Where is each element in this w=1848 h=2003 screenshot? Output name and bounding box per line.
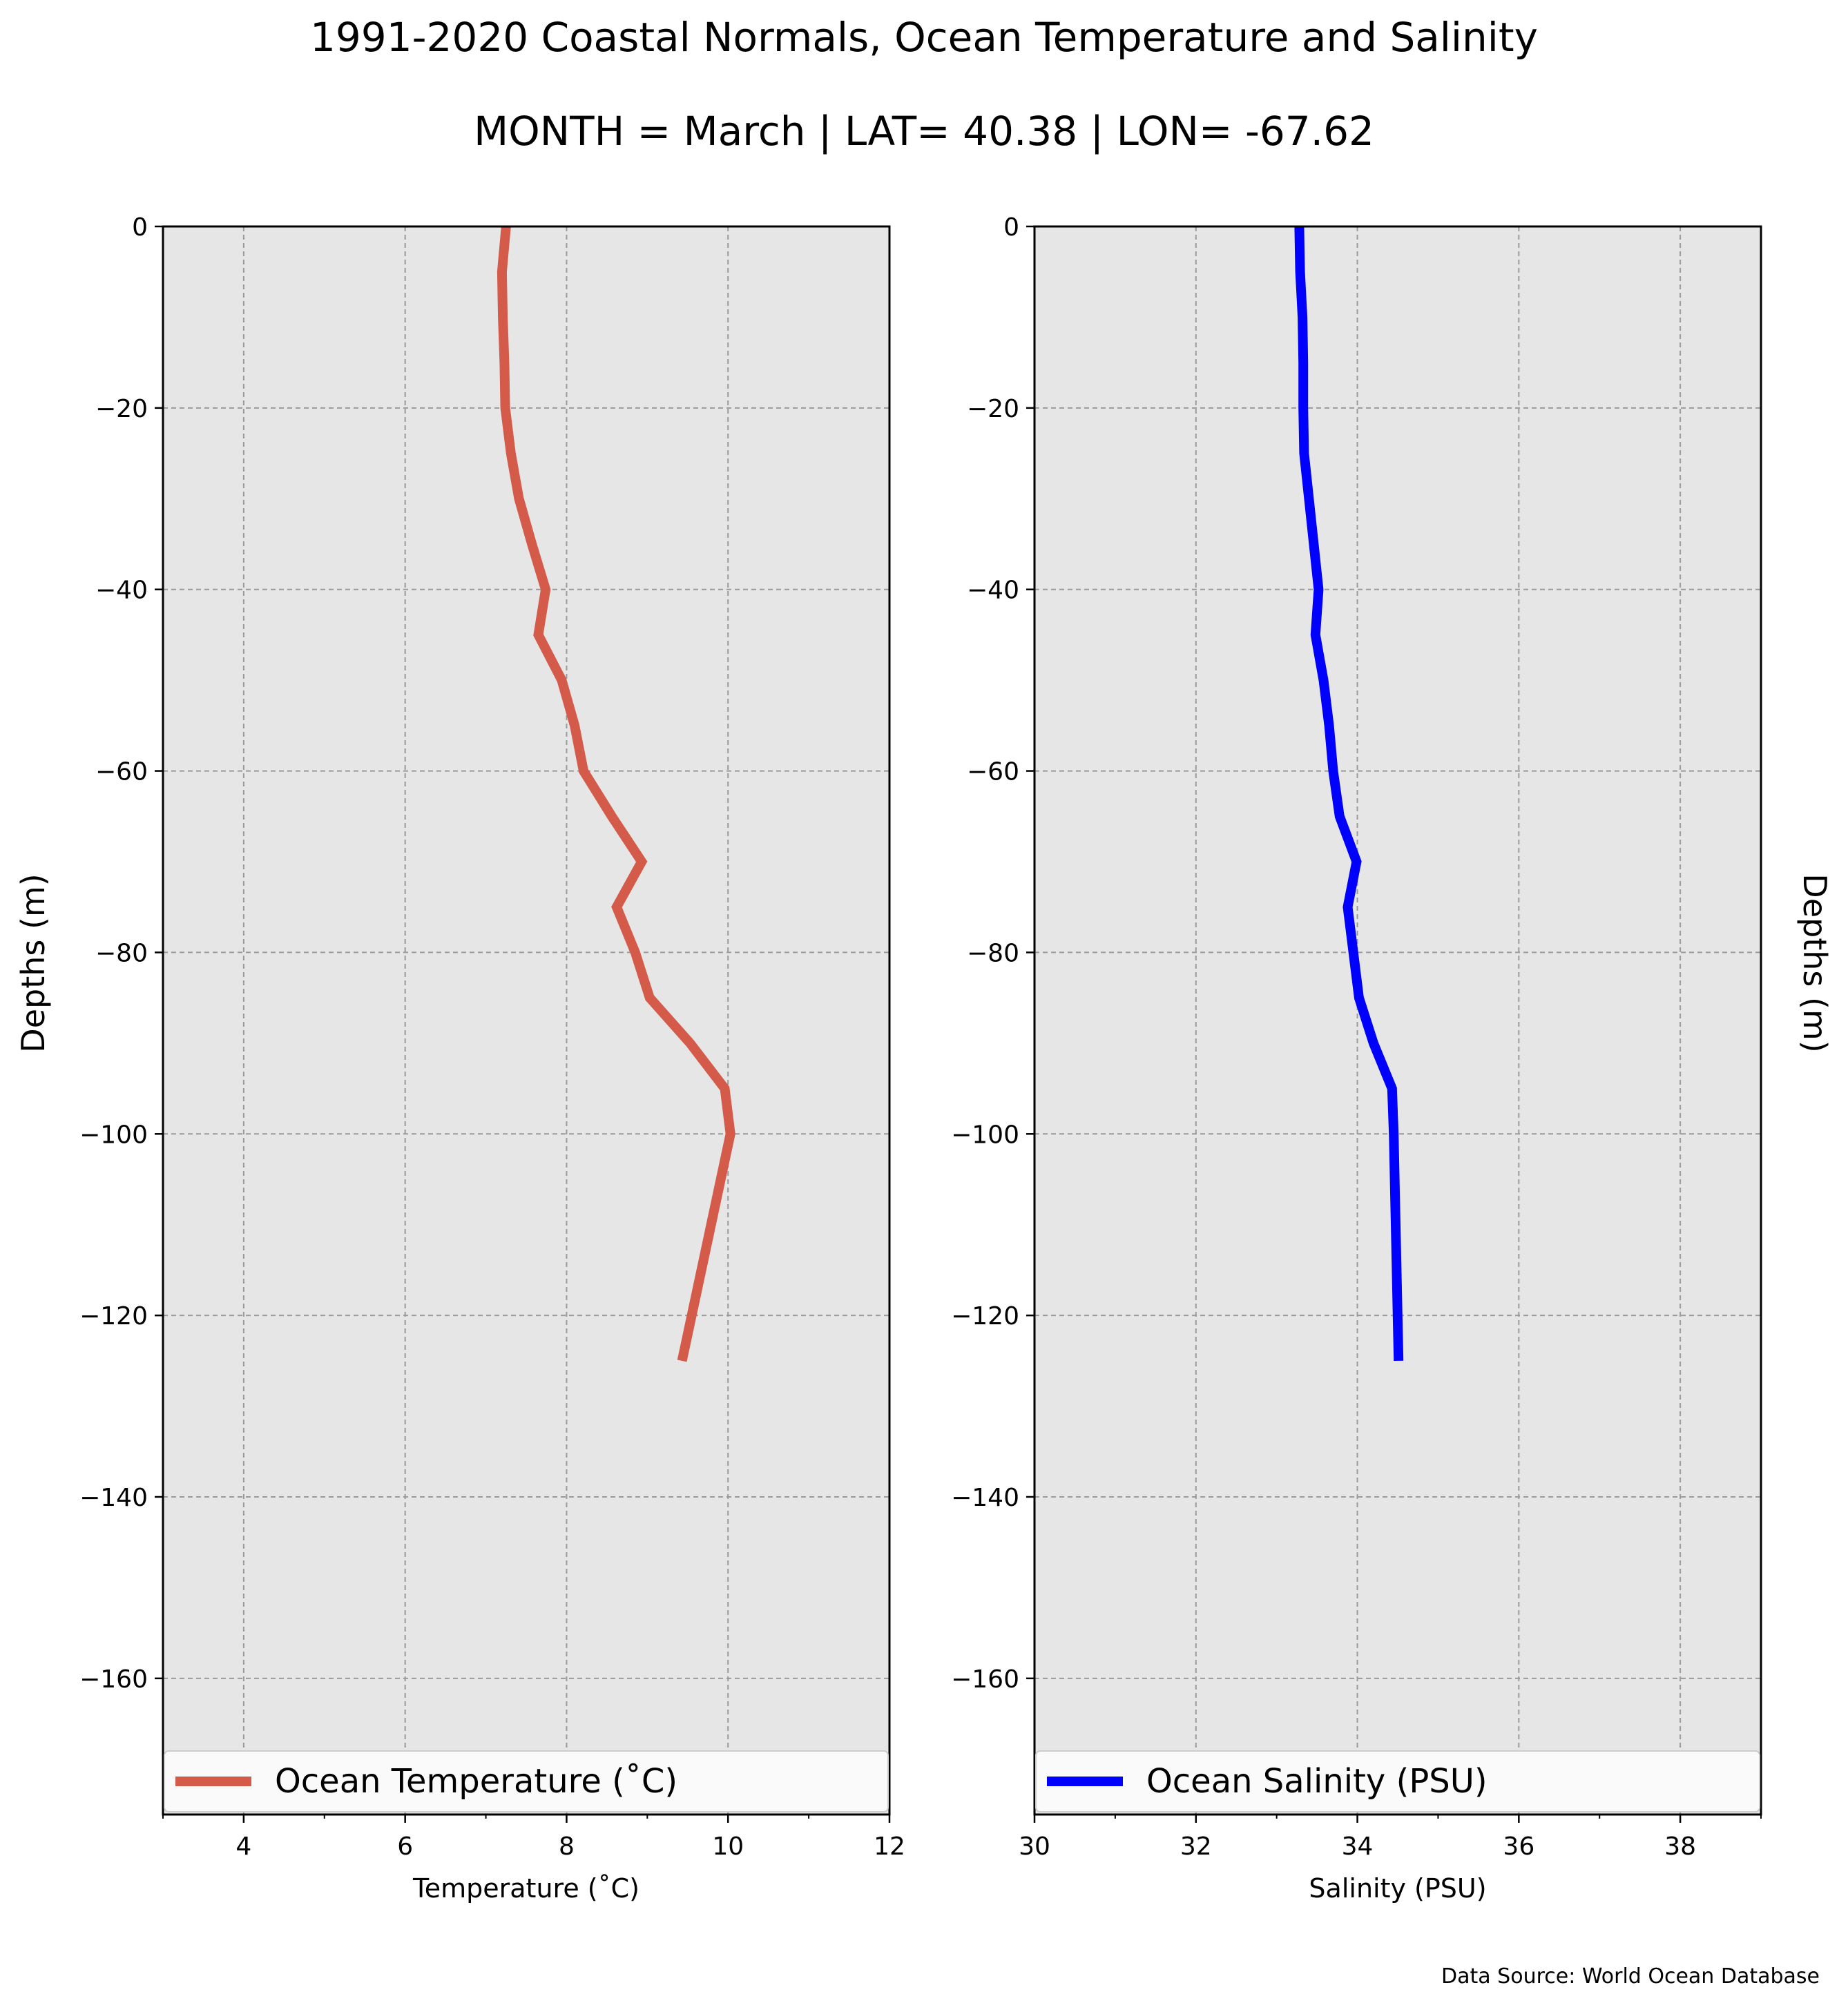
salinity-y-tick-label: −120: [951, 1302, 1019, 1331]
temperature-y-tick-label: −160: [79, 1665, 148, 1694]
salinity-x-tick-label: 30: [1019, 1832, 1050, 1861]
salinity-axes-frame: [1033, 225, 1762, 1816]
temperature-x-tick-label: 4: [235, 1832, 251, 1861]
temperature-x-tick-label: 6: [397, 1832, 413, 1861]
data-source-note: Data Source: World Ocean Database: [1441, 1964, 1820, 1989]
temperature-x-tick-label: 12: [874, 1832, 905, 1861]
salinity-series-line: [1294, 226, 1404, 1362]
salinity-y-tick-label: −40: [967, 577, 1019, 605]
temperature-y-axis-label: Depths (m): [15, 873, 52, 1052]
salinity-y-tick-label: −140: [951, 1484, 1019, 1512]
temperature-x-tick-label: 10: [712, 1832, 744, 1861]
temperature-series-line: [497, 226, 735, 1362]
salinity-legend-label: Ocean Salinity (PSU): [1146, 1762, 1488, 1801]
temperature-y-tick-label: −60: [95, 758, 148, 786]
chart-title: 1991-2020 Coastal Normals, Ocean Tempera…: [310, 14, 1538, 61]
salinity-y-tick-label: −80: [967, 939, 1019, 967]
temperature-legend-label: Ocean Temperature (˚C): [275, 1762, 677, 1801]
temperature-y-tick-label: −140: [79, 1484, 148, 1512]
salinity-y-axis-label: Depths (m): [1796, 873, 1833, 1052]
temperature-panel: 0 −20 −40 −60 −80 −100 −120 −140 −160 4 6 8 10 12 Temp…: [79, 213, 905, 1904]
salinity-x-axis-label: Salinity (PSU): [1309, 1873, 1486, 1904]
temperature-plot-area: [163, 226, 889, 1815]
temperature-y-tick-label: −40: [95, 577, 148, 605]
temperature-y-tick-label: −100: [79, 1121, 148, 1149]
salinity-x-tick-label: 38: [1664, 1832, 1696, 1861]
temperature-y-tick-label: −80: [95, 939, 148, 967]
salinity-y-tick-label: −100: [951, 1121, 1019, 1149]
salinity-y-tick-label: −20: [967, 395, 1019, 423]
temperature-axes-frame: [162, 225, 891, 1816]
salinity-x-tick-label: 34: [1342, 1832, 1374, 1861]
salinity-x-tick-label: 36: [1503, 1832, 1534, 1861]
salinity-y-tick-label: 0: [1003, 213, 1019, 242]
salinity-y-tick-label: −60: [967, 758, 1019, 786]
temperature-x-tick-label: 8: [559, 1832, 575, 1861]
salinity-x-tick-label: 32: [1180, 1832, 1212, 1861]
salinity-panel: 0 −20 −40 −60 −80 −100 −120 −140 −160 30 32 34 36 38 S…: [951, 213, 1762, 1904]
temperature-y-tick-label: −20: [95, 395, 148, 423]
salinity-legend: [1035, 1750, 1760, 1812]
salinity-plot-area: [1034, 226, 1761, 1815]
temperature-legend: [164, 1750, 889, 1812]
temperature-y-tick-label: −120: [79, 1302, 148, 1331]
chart-subtitle: MONTH = March | LAT= 40.38 | LON= -67.62: [474, 108, 1374, 155]
temperature-x-axis-label: Temperature (˚C): [412, 1873, 639, 1904]
salinity-y-tick-label: −160: [951, 1665, 1019, 1694]
temperature-y-tick-label: 0: [132, 213, 148, 242]
